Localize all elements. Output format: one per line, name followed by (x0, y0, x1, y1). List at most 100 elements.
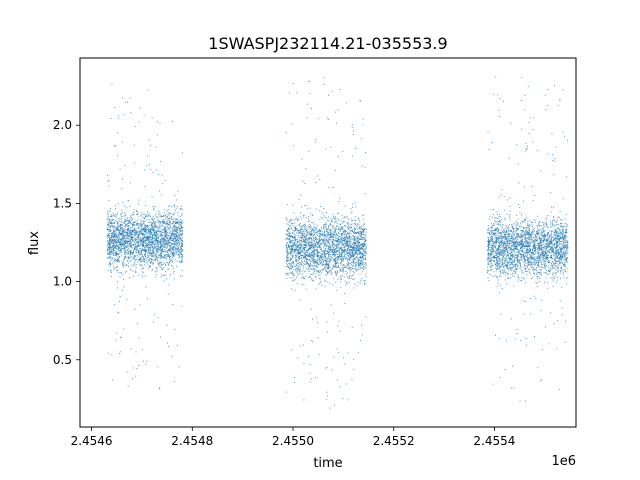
data-point (292, 275, 294, 277)
data-point (294, 266, 296, 268)
data-point (344, 241, 345, 243)
data-point (331, 220, 333, 221)
data-point (154, 227, 156, 229)
data-point (304, 244, 306, 246)
data-point (326, 273, 328, 275)
data-point (319, 260, 321, 261)
data-point (137, 236, 139, 238)
data-point (341, 255, 343, 257)
data-point (130, 242, 131, 244)
data-point (356, 252, 358, 254)
data-point (139, 230, 141, 232)
data-point (123, 237, 125, 239)
data-point (126, 237, 128, 239)
data-point (161, 249, 163, 251)
data-point (124, 219, 126, 221)
data-point (128, 235, 130, 237)
data-point (298, 245, 299, 247)
data-point (122, 227, 123, 229)
data-point (364, 259, 366, 260)
data-point (172, 239, 174, 241)
data-point (337, 250, 339, 252)
data-point (181, 259, 182, 261)
data-point (115, 145, 116, 147)
data-point (356, 245, 357, 247)
data-point (144, 249, 146, 251)
data-point (327, 252, 329, 254)
data-point (362, 231, 364, 233)
data-point (294, 234, 296, 235)
data-point (365, 231, 367, 233)
data-point (109, 229, 111, 231)
data-point (302, 276, 304, 278)
data-point (331, 244, 333, 246)
data-point (364, 234, 366, 236)
data-point (290, 244, 292, 246)
data-point (323, 251, 325, 253)
data-point (348, 227, 350, 229)
data-point (329, 260, 331, 262)
data-point (162, 220, 163, 222)
data-point (292, 255, 294, 257)
data-point (116, 228, 118, 230)
data-point (109, 241, 111, 243)
data-point (360, 251, 362, 253)
data-point (298, 253, 299, 255)
data-point (307, 261, 309, 263)
data-point (166, 255, 168, 257)
data-point (130, 243, 132, 245)
data-point (346, 244, 348, 246)
data-point (297, 220, 298, 222)
data-point (152, 249, 154, 251)
data-point (181, 305, 183, 307)
data-point (318, 246, 320, 248)
data-point (325, 264, 327, 266)
data-point (306, 262, 308, 264)
data-point (164, 239, 166, 241)
data-point (119, 234, 121, 236)
data-point (179, 221, 181, 223)
data-point (178, 229, 180, 231)
data-point (171, 259, 173, 261)
data-point (119, 230, 120, 232)
data-point (127, 264, 129, 266)
data-point (299, 253, 301, 255)
data-point (177, 222, 178, 224)
data-point (123, 257, 125, 259)
data-point (334, 271, 336, 273)
data-point (303, 248, 305, 250)
data-point (342, 251, 344, 253)
data-point (291, 349, 293, 351)
data-point (355, 243, 357, 245)
data-point (305, 244, 307, 246)
data-point (286, 273, 288, 275)
data-point (113, 232, 115, 233)
data-point (161, 268, 163, 270)
data-point (129, 250, 131, 252)
data-point (141, 252, 143, 254)
data-point (331, 229, 333, 231)
data-point (147, 238, 149, 239)
data-point (348, 218, 350, 220)
data-point (306, 249, 308, 251)
data-point (330, 232, 332, 234)
data-point (358, 261, 359, 263)
data-point (296, 264, 297, 266)
data-point (124, 256, 126, 258)
data-point (328, 252, 330, 254)
data-point (135, 255, 137, 257)
data-point (152, 247, 154, 249)
data-point (298, 230, 300, 232)
data-point (358, 248, 360, 249)
data-point (290, 272, 292, 274)
data-point (153, 252, 155, 253)
data-point (133, 229, 135, 231)
data-point (148, 258, 150, 259)
data-point (155, 234, 157, 236)
data-point (134, 256, 136, 257)
data-point (296, 265, 298, 267)
data-point (292, 204, 294, 206)
data-point (110, 222, 112, 224)
data-point (347, 246, 349, 248)
data-point (320, 247, 322, 249)
